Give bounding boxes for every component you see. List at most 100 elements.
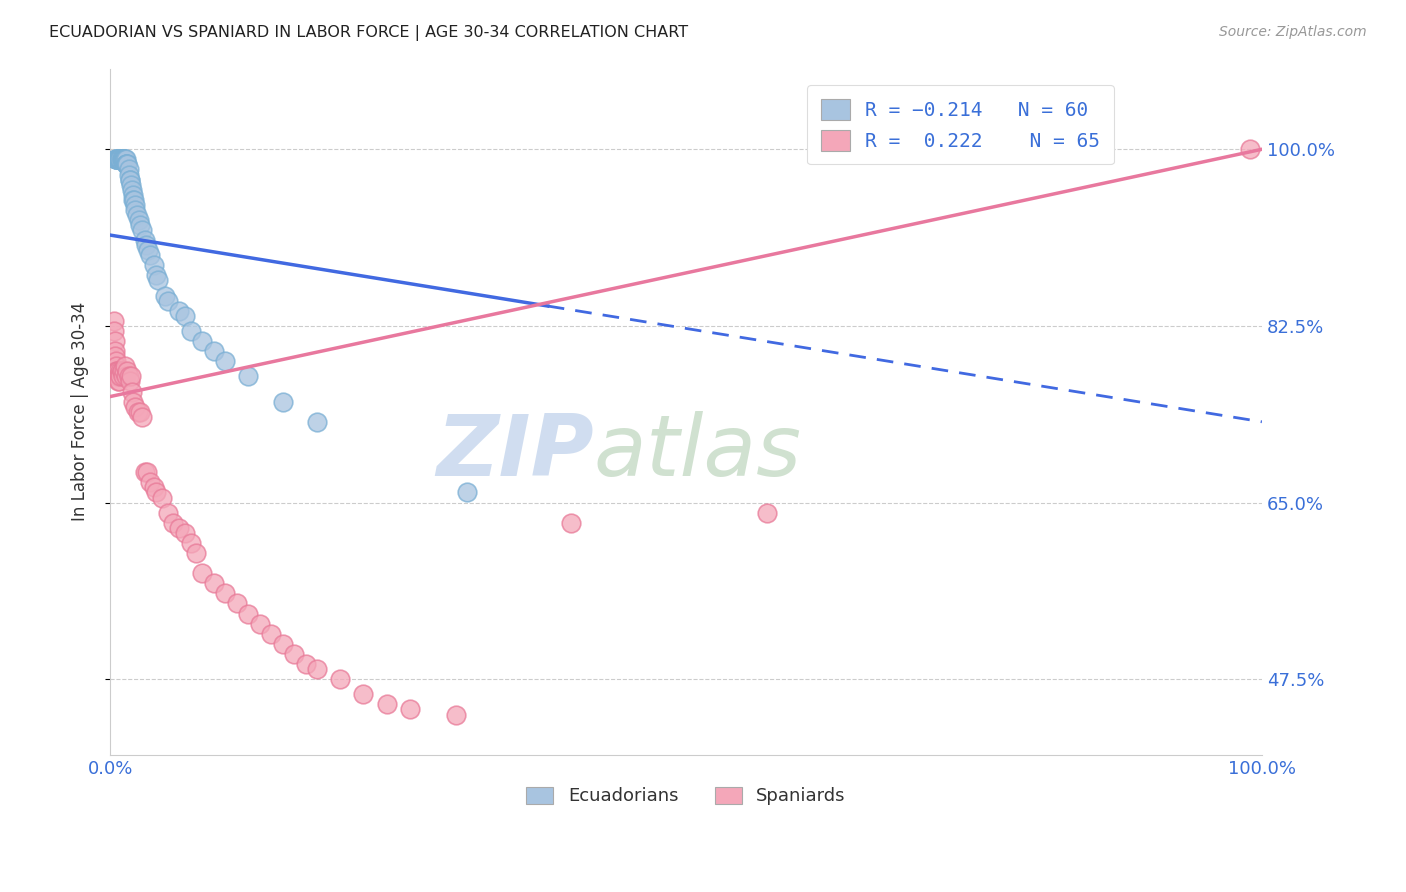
Point <box>129 218 152 232</box>
Point <box>108 153 131 167</box>
Point <box>115 157 138 171</box>
Point <box>180 324 202 338</box>
Point <box>295 657 318 671</box>
Point <box>238 607 260 621</box>
Point <box>104 153 127 167</box>
Point <box>136 244 159 258</box>
Point <box>271 637 294 651</box>
Point <box>150 491 173 505</box>
Text: Source: ZipAtlas.com: Source: ZipAtlas.com <box>1219 25 1367 39</box>
Point <box>148 273 170 287</box>
Point <box>118 172 141 186</box>
Point <box>202 576 225 591</box>
Point <box>111 369 134 384</box>
Point <box>124 202 146 217</box>
Point <box>110 153 132 167</box>
Point <box>121 384 143 399</box>
Point <box>202 344 225 359</box>
Point <box>307 662 329 676</box>
Point <box>112 153 135 167</box>
Point <box>120 369 142 384</box>
Point <box>107 364 129 378</box>
Point <box>128 213 150 227</box>
Point <box>112 364 135 378</box>
Point <box>225 597 247 611</box>
Point <box>110 153 132 167</box>
Point <box>156 293 179 308</box>
Point <box>139 475 162 490</box>
Point <box>353 687 375 701</box>
Point <box>104 344 127 359</box>
Point <box>112 153 135 167</box>
Point <box>122 187 145 202</box>
Point <box>117 162 139 177</box>
Point <box>145 268 167 283</box>
Point <box>307 415 329 429</box>
Point <box>108 153 131 167</box>
Point <box>118 172 141 186</box>
Point <box>118 375 141 389</box>
Point <box>108 153 131 167</box>
Point <box>191 566 214 581</box>
Point <box>214 586 236 600</box>
Point <box>110 153 132 167</box>
Point <box>135 238 157 252</box>
Point <box>107 369 129 384</box>
Point <box>167 303 190 318</box>
Point <box>108 153 131 167</box>
Point <box>110 364 132 378</box>
Point <box>214 354 236 368</box>
Point <box>131 409 153 424</box>
Point <box>103 324 125 338</box>
Point <box>117 157 139 171</box>
Point <box>108 375 131 389</box>
Point <box>271 394 294 409</box>
Point <box>105 364 128 378</box>
Point <box>107 153 129 167</box>
Point <box>127 405 149 419</box>
Point <box>155 288 177 302</box>
Point <box>105 369 128 384</box>
Point <box>375 698 398 712</box>
Point <box>444 707 467 722</box>
Point <box>120 178 142 192</box>
Point <box>104 153 127 167</box>
Point <box>110 364 132 378</box>
Point <box>134 465 156 479</box>
Point <box>115 153 138 167</box>
Point <box>121 183 143 197</box>
Point <box>104 364 127 378</box>
Text: ECUADORIAN VS SPANIARD IN LABOR FORCE | AGE 30-34 CORRELATION CHART: ECUADORIAN VS SPANIARD IN LABOR FORCE | … <box>49 25 689 41</box>
Y-axis label: In Labor Force | Age 30-34: In Labor Force | Age 30-34 <box>72 302 89 521</box>
Point <box>139 248 162 262</box>
Point <box>110 369 132 384</box>
Point <box>117 168 139 182</box>
Point <box>104 354 127 368</box>
Point <box>129 405 152 419</box>
Point <box>108 369 131 384</box>
Point <box>398 702 420 716</box>
Point <box>122 193 145 207</box>
Point <box>186 546 208 560</box>
Point <box>167 521 190 535</box>
Point <box>114 153 136 167</box>
Point <box>117 157 139 171</box>
Point <box>124 198 146 212</box>
Point <box>117 364 139 378</box>
Point <box>755 506 778 520</box>
Point <box>162 516 184 530</box>
Point <box>107 153 129 167</box>
Point <box>238 369 260 384</box>
Point <box>1239 142 1261 156</box>
Point <box>104 153 127 167</box>
Point <box>107 375 129 389</box>
Point <box>104 153 127 167</box>
Point <box>105 369 128 384</box>
Point <box>249 616 271 631</box>
Text: atlas: atlas <box>593 411 801 494</box>
Point <box>134 233 156 247</box>
Point <box>104 359 127 374</box>
Point <box>125 208 148 222</box>
Point <box>174 525 197 540</box>
Point <box>114 359 136 374</box>
